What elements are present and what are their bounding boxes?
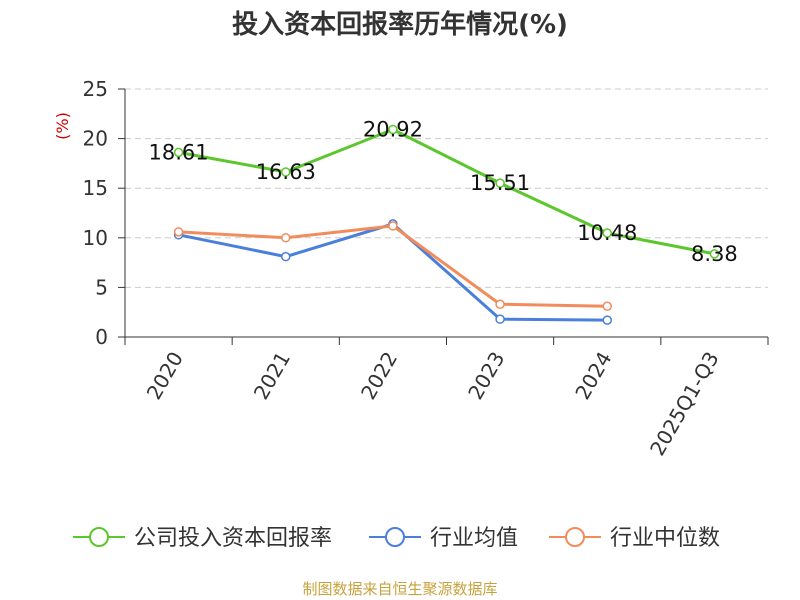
x-tick-label: 2021 xyxy=(249,348,295,404)
data-point xyxy=(602,315,612,325)
y-tick-label: 10 xyxy=(83,226,108,250)
legend-marker-icon xyxy=(565,527,585,547)
data-point xyxy=(495,178,505,188)
x-tick-label: 2023 xyxy=(463,348,509,404)
data-point xyxy=(281,251,291,262)
y-tick-label: 20 xyxy=(83,127,108,151)
y-tick-label: 0 xyxy=(95,325,108,349)
data-label: 10.48 xyxy=(577,221,637,245)
legend-label: 行业中位数 xyxy=(610,526,720,551)
data-point xyxy=(495,299,505,310)
x-tick-label: 2022 xyxy=(356,348,402,404)
chart-title: 投入资本回报率历年情况(%) xyxy=(232,10,568,40)
data-point xyxy=(388,124,398,135)
x-tick-label: 2020 xyxy=(142,348,188,404)
legend-marker-icon xyxy=(385,527,405,547)
data-point xyxy=(495,314,505,324)
data-point xyxy=(173,147,184,158)
data-point xyxy=(709,249,720,259)
series-line-3 xyxy=(177,224,609,308)
y-tick-label: 25 xyxy=(83,77,108,101)
data-point xyxy=(388,221,398,231)
y-axis-unit-label: (%) xyxy=(53,112,72,140)
data-point xyxy=(281,233,291,243)
y-tick-label: 5 xyxy=(95,275,108,299)
y-tick-label: 15 xyxy=(83,176,108,200)
series-line-1 xyxy=(177,127,716,256)
legend-marker-icon xyxy=(89,527,109,547)
x-tick-label: 2024 xyxy=(570,348,616,404)
data-label: 8.38 xyxy=(691,242,738,266)
data-label: 18.61 xyxy=(149,140,209,164)
legend-label: 公司投入资本回报率 xyxy=(134,526,332,551)
data-label: 16.63 xyxy=(256,160,316,184)
legend-label: 行业均值 xyxy=(430,526,518,551)
data-label: 20.92 xyxy=(363,117,423,141)
data-point xyxy=(602,228,612,238)
data-point xyxy=(281,167,291,177)
data-label: 15.51 xyxy=(470,171,530,195)
data-point xyxy=(173,227,184,237)
data-point xyxy=(602,301,612,311)
source-note: 制图数据来自恒生聚源数据库 xyxy=(302,580,498,598)
x-tick-label: 2025Q1-Q3 xyxy=(645,348,724,460)
